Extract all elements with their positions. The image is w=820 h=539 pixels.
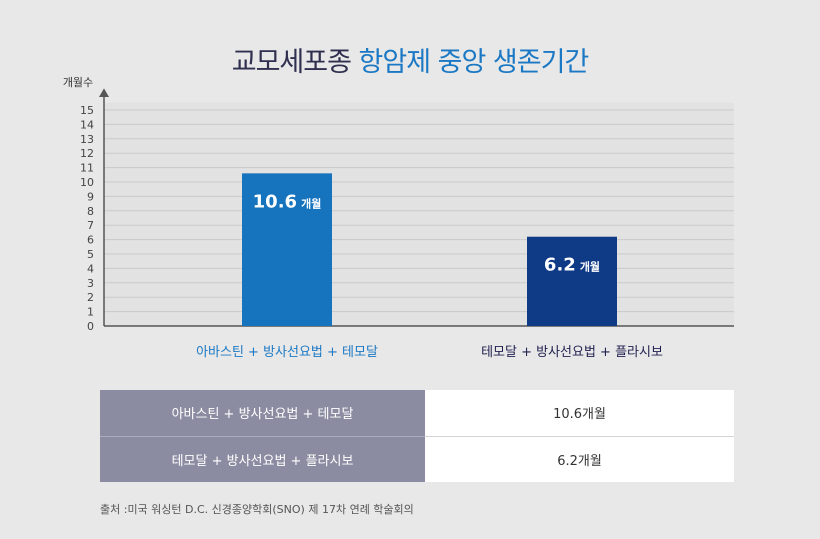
chart-title: 교모세포종 항암제 중앙 생존기간 [0,40,820,79]
table-value-cell: 10.6개월 [425,390,734,437]
y-tick-label: 7 [87,219,94,232]
y-axis-label: 개월수 [63,76,93,89]
y-tick-label: 9 [87,190,94,203]
y-tick-label: 3 [87,277,94,290]
y-axis-arrow [99,88,109,98]
y-tick-label: 13 [80,133,94,146]
y-tick-label: 5 [87,248,94,261]
summary-table: 아바스틴 + 방사선요법 + 테모달 10.6개월 테모달 + 방사선요법 + … [100,390,734,482]
bar [527,236,617,326]
table-value-cell: 6.2개월 [425,436,734,482]
table-row: 아바스틴 + 방사선요법 + 테모달 10.6개월 [100,390,734,437]
table-row: 테모달 + 방사선요법 + 플라시보 6.2개월 [100,436,734,482]
y-tick-label: 6 [87,234,94,247]
y-tick-label: 15 [80,104,94,117]
y-tick-label: 1 [87,306,94,319]
y-tick-label: 10 [80,176,94,189]
bar-value-label: 10.6 개월 [253,191,322,212]
table-label-cell: 아바스틴 + 방사선요법 + 테모달 [100,390,425,437]
x-category-label: 아바스틴 + 방사선요법 + 테모달 [196,345,378,360]
y-tick-label: 4 [87,262,94,275]
y-tick-label: 2 [87,291,94,304]
x-category-label: 테모달 + 방사선요법 + 플라시보 [481,345,663,360]
y-tick-label: 11 [80,162,94,175]
table-label-cell: 테모달 + 방사선요법 + 플라시보 [100,436,425,482]
y-tick-label: 0 [87,320,94,333]
y-tick-label: 14 [80,118,94,131]
y-tick-label: 8 [87,205,94,218]
bar-value-label: 6.2 개월 [544,255,600,276]
bar [242,173,332,326]
y-tick-label: 12 [80,147,94,160]
source-note: 출처 :미국 워싱턴 D.C. 신경종양학회(SNO) 제 17차 연례 학술회… [100,503,414,516]
plot-area [104,102,734,326]
title-part1: 교모세포종 [231,47,352,78]
title-part2: 항암제 중앙 생존기간 [358,47,590,78]
